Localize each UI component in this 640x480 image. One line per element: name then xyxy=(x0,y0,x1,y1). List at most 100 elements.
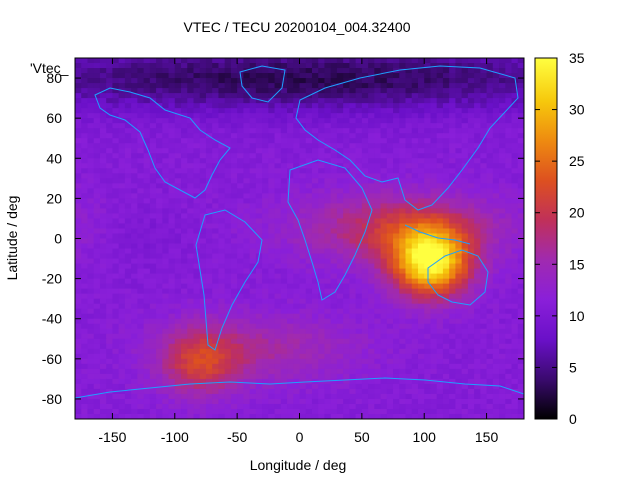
heatmap-cell xyxy=(361,373,369,380)
heatmap-cell xyxy=(75,293,82,300)
heatmap-cell xyxy=(75,208,82,215)
heatmap-cell xyxy=(274,198,282,204)
heatmap-cell xyxy=(405,168,413,174)
heatmap-cell xyxy=(106,298,114,305)
heatmap-cell xyxy=(299,313,307,320)
heatmap-cell xyxy=(436,233,444,240)
heatmap-cell xyxy=(499,63,506,69)
heatmap-cell xyxy=(474,358,481,365)
heatmap-cell xyxy=(492,323,500,330)
heatmap-cell xyxy=(287,188,294,194)
heatmap-cell xyxy=(486,388,494,395)
heatmap-cell xyxy=(324,93,332,99)
heatmap-cell xyxy=(262,358,269,365)
heatmap-cell xyxy=(411,373,419,380)
heatmap-cell xyxy=(311,163,319,169)
heatmap-cell xyxy=(324,243,332,250)
heatmap-cell xyxy=(517,328,524,335)
heatmap-cell xyxy=(305,183,313,189)
heatmap-cell xyxy=(162,158,170,164)
heatmap-cell xyxy=(486,243,494,250)
heatmap-cell xyxy=(199,228,207,235)
heatmap-cell xyxy=(499,163,506,169)
heatmap-cell xyxy=(299,373,307,380)
heatmap-cell xyxy=(393,148,400,154)
heatmap-cell xyxy=(174,248,182,255)
heatmap-cell xyxy=(249,128,257,134)
heatmap-cell xyxy=(143,158,151,164)
heatmap-cell xyxy=(143,108,151,114)
heatmap-cell xyxy=(199,393,207,400)
heatmap-cell xyxy=(293,193,301,199)
heatmap-cell xyxy=(75,143,82,149)
heatmap-cell xyxy=(268,323,276,330)
heatmap-cell xyxy=(93,328,101,335)
heatmap-cell xyxy=(517,348,524,355)
heatmap-cell xyxy=(156,308,163,315)
heatmap-cell xyxy=(87,318,95,325)
heatmap-cell xyxy=(224,278,232,285)
heatmap-cell xyxy=(143,198,151,204)
heatmap-cell xyxy=(268,93,276,99)
heatmap-cell xyxy=(156,128,163,134)
heatmap-cell xyxy=(287,343,294,350)
heatmap-cell xyxy=(480,278,488,285)
heatmap-cell xyxy=(162,133,170,139)
heatmap-cell xyxy=(124,88,132,94)
heatmap-cell xyxy=(237,273,244,280)
heatmap-cell xyxy=(75,373,82,380)
heatmap-cell xyxy=(162,148,170,154)
heatmap-cell xyxy=(499,363,506,370)
heatmap-cell xyxy=(405,363,413,370)
heatmap-cell xyxy=(99,233,107,240)
heatmap-cell xyxy=(131,288,138,295)
heatmap-cell xyxy=(311,323,319,330)
heatmap-cell xyxy=(349,128,357,134)
heatmap-cell xyxy=(393,308,400,315)
heatmap-cell xyxy=(156,388,163,395)
heatmap-cell xyxy=(131,393,138,400)
heatmap-cell xyxy=(280,273,288,280)
heatmap-cell xyxy=(368,188,375,194)
heatmap-cell xyxy=(249,108,257,114)
heatmap-cell xyxy=(486,63,494,69)
heatmap-cell xyxy=(393,138,400,144)
heatmap-cell xyxy=(299,58,307,64)
heatmap-cell xyxy=(230,208,238,215)
heatmap-cell xyxy=(324,178,332,184)
heatmap-cell xyxy=(442,238,450,245)
heatmap-cell xyxy=(293,213,301,220)
heatmap-cell xyxy=(124,363,132,370)
heatmap-cell xyxy=(492,353,500,360)
heatmap-cell xyxy=(187,368,195,375)
heatmap-cell xyxy=(112,288,120,295)
heatmap-cell xyxy=(517,183,524,189)
heatmap-cell xyxy=(324,343,332,350)
heatmap-cell xyxy=(374,88,382,94)
heatmap-cell xyxy=(181,343,188,350)
heatmap-cell xyxy=(442,303,450,310)
heatmap-cell xyxy=(399,103,407,109)
heatmap-cell xyxy=(274,308,282,315)
heatmap-cell xyxy=(293,298,301,305)
heatmap-cell xyxy=(268,313,276,320)
heatmap-cell xyxy=(511,188,519,194)
heatmap-cell xyxy=(474,153,481,159)
heatmap-cell xyxy=(424,113,432,119)
heatmap-cell xyxy=(336,98,344,104)
heatmap-cell xyxy=(268,363,276,370)
heatmap-cell xyxy=(287,333,294,340)
heatmap-cell xyxy=(411,73,419,79)
heatmap-cell xyxy=(199,118,207,124)
heatmap-cell xyxy=(455,138,463,144)
heatmap-cell xyxy=(287,318,294,325)
heatmap-cell xyxy=(318,298,326,305)
heatmap-cell xyxy=(380,343,388,350)
heatmap-cell xyxy=(143,218,151,225)
heatmap-cell xyxy=(112,298,120,305)
heatmap-cell xyxy=(336,398,344,405)
heatmap-cell xyxy=(156,218,163,225)
heatmap-cell xyxy=(467,168,475,174)
heatmap-cell xyxy=(424,383,432,390)
heatmap-cell xyxy=(124,373,132,380)
